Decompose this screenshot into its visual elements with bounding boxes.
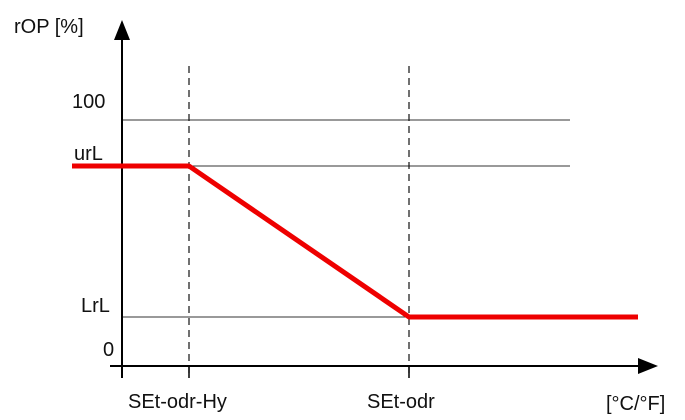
y-axis-label: rOP [%] — [14, 16, 84, 38]
series-line — [72, 163, 638, 320]
y-tick-label-100: 100 — [72, 91, 105, 113]
y-tick-label-lrl: LrL — [81, 295, 110, 317]
x-axis-arrow — [638, 358, 658, 374]
y-tick-label-url: urL — [74, 143, 103, 165]
x-marker-label-set-odr-hy: SEt-odr-Hy — [128, 391, 227, 413]
y-tick-label-0: 0 — [103, 339, 114, 361]
x-marker-label-set-odr: SEt-odr — [367, 391, 435, 413]
y-axis-arrow — [114, 20, 130, 40]
x-axis-label: [°C/°F] — [606, 393, 665, 415]
